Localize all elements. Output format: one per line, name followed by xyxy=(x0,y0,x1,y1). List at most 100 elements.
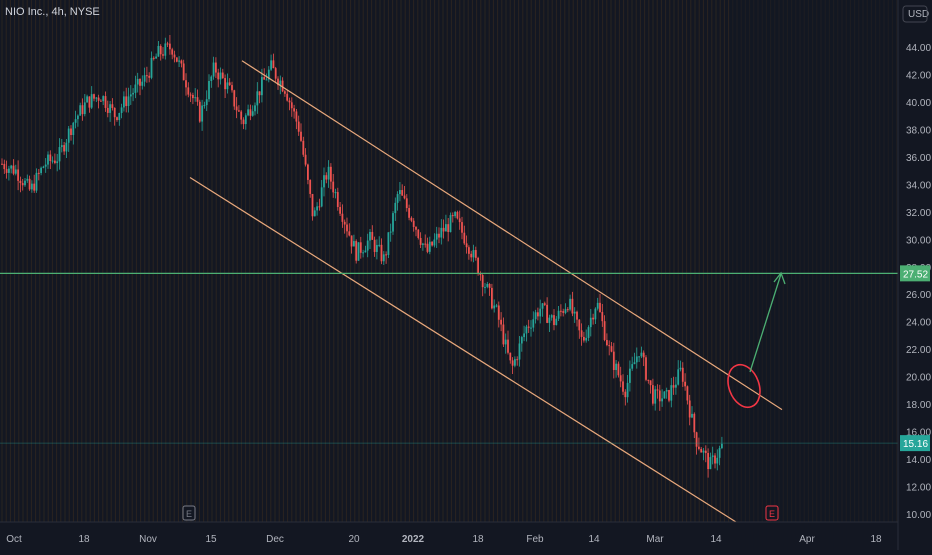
candle xyxy=(550,314,553,321)
candle-body xyxy=(210,76,213,81)
candle-body xyxy=(371,231,374,240)
candle xyxy=(353,234,355,247)
candle-body xyxy=(346,224,348,232)
breakout-circle[interactable] xyxy=(722,360,765,412)
candle xyxy=(40,166,42,176)
candle-body xyxy=(707,452,709,470)
candle-body xyxy=(440,227,443,238)
candle xyxy=(155,53,157,59)
candle-body xyxy=(463,232,466,244)
candle xyxy=(90,86,93,110)
candle xyxy=(596,297,599,311)
projection-arrow-line[interactable] xyxy=(749,273,782,373)
candle-body xyxy=(633,362,636,365)
candle-body xyxy=(318,206,321,208)
candle xyxy=(382,251,385,265)
currency-box[interactable] xyxy=(902,5,928,23)
candle-body xyxy=(307,164,309,180)
candle xyxy=(212,56,215,80)
candle-body xyxy=(596,302,599,309)
candle-body xyxy=(44,164,47,167)
earnings-marker[interactable]: E xyxy=(765,505,779,521)
candle-body xyxy=(468,247,470,254)
price-tick-label: 12.00 xyxy=(906,483,931,494)
candle-body xyxy=(426,243,429,252)
candle xyxy=(633,352,636,365)
candle xyxy=(410,216,413,223)
candle-body xyxy=(700,448,703,453)
candle-body xyxy=(146,75,148,77)
candle-body xyxy=(721,443,723,449)
candle xyxy=(520,335,523,352)
candle xyxy=(295,109,298,130)
candle xyxy=(350,235,353,254)
candle-body xyxy=(686,386,689,401)
candle-body xyxy=(394,202,397,214)
candle-body xyxy=(433,239,436,246)
candle xyxy=(456,210,459,220)
candle-body xyxy=(42,166,45,168)
candle-body xyxy=(428,241,431,252)
candle-body xyxy=(251,111,254,116)
candle xyxy=(100,99,102,102)
candle-body xyxy=(617,363,620,376)
candle xyxy=(146,66,148,83)
candle-body xyxy=(70,128,72,135)
candle-body xyxy=(330,166,332,182)
time-tick-label: 15 xyxy=(205,534,217,545)
candle xyxy=(369,229,371,250)
candle-body xyxy=(141,81,144,86)
time-tick-label: 18 xyxy=(870,534,882,545)
candle xyxy=(357,242,360,261)
candle xyxy=(125,87,128,113)
candle-body xyxy=(178,60,180,62)
candle-body xyxy=(81,105,84,115)
candle xyxy=(47,151,49,169)
candle-body xyxy=(109,104,111,113)
candle-body xyxy=(442,227,445,232)
candle-body xyxy=(192,94,194,99)
candle-body xyxy=(132,92,134,95)
candle xyxy=(228,78,231,86)
candle-body xyxy=(97,97,100,101)
candle xyxy=(86,94,88,103)
candle-body xyxy=(341,213,344,222)
candle xyxy=(553,309,555,331)
candle xyxy=(19,176,22,193)
candle-body xyxy=(665,390,668,392)
candle xyxy=(187,82,190,98)
candle xyxy=(610,342,613,353)
candle xyxy=(327,160,330,188)
candle xyxy=(169,35,171,55)
price-tick-label: 26.00 xyxy=(906,290,931,301)
candle xyxy=(290,97,293,117)
earnings-marker[interactable]: E xyxy=(182,505,196,521)
candle-body xyxy=(217,72,220,80)
candle-body xyxy=(638,356,640,358)
candle-body xyxy=(362,252,364,254)
candle-body xyxy=(532,319,535,328)
candle-body xyxy=(254,105,256,112)
candle-body xyxy=(3,163,6,170)
channel-upper-line[interactable] xyxy=(241,60,783,411)
candle xyxy=(417,229,420,240)
candle-body xyxy=(155,56,157,59)
candle xyxy=(647,379,650,384)
candle xyxy=(24,177,26,187)
candle-body xyxy=(359,242,362,253)
candle-body xyxy=(244,115,247,125)
candle xyxy=(389,223,392,242)
candle-body xyxy=(134,84,137,93)
candle-body xyxy=(173,54,176,58)
candle xyxy=(97,94,100,109)
candle-body xyxy=(569,298,571,310)
candle xyxy=(139,78,141,96)
candle-body xyxy=(415,226,417,230)
channel-lower-line[interactable] xyxy=(189,176,757,536)
candle-body xyxy=(208,80,210,100)
candle xyxy=(635,347,638,369)
candle xyxy=(399,181,401,202)
candle xyxy=(721,436,723,450)
